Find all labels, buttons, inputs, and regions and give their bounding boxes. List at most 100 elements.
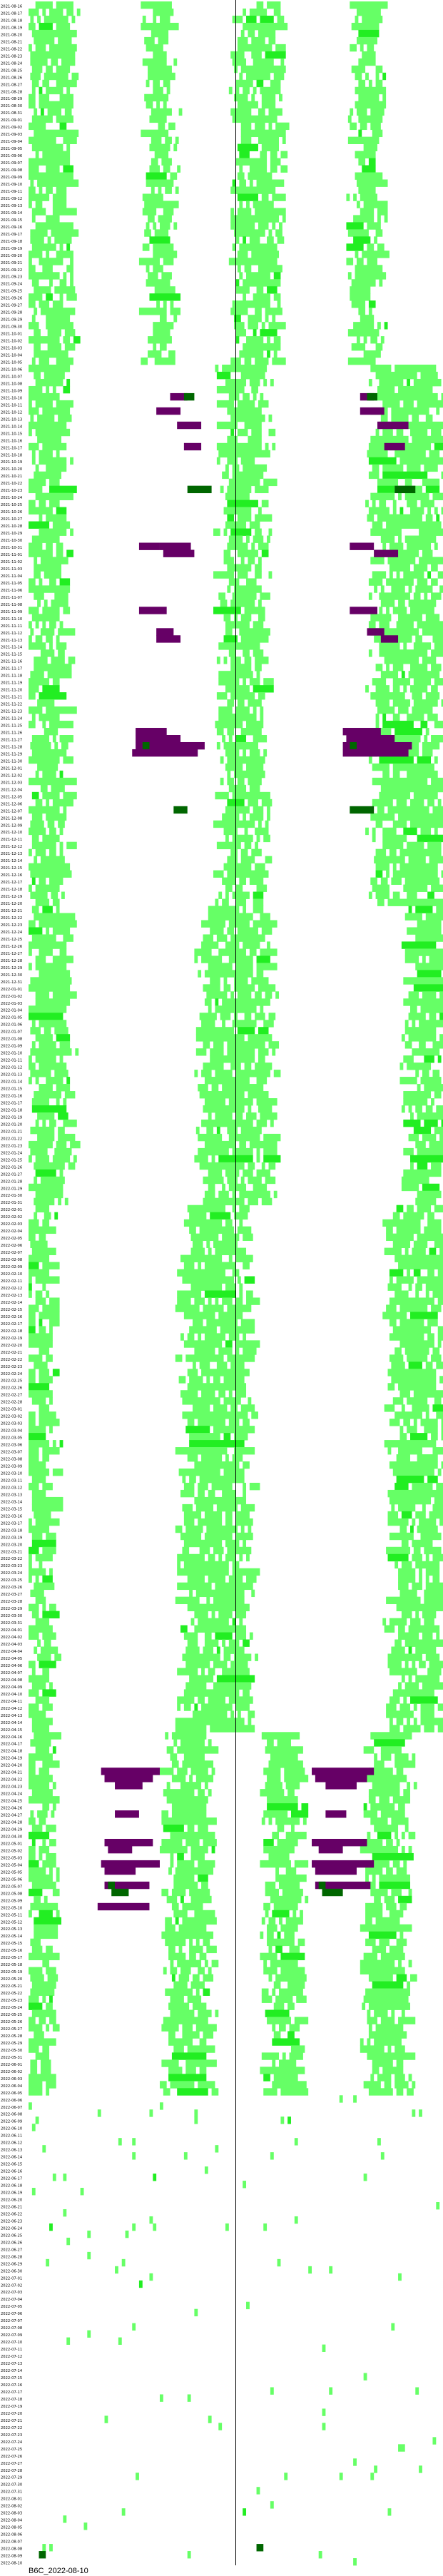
activity-cell bbox=[46, 798, 50, 807]
activity-cell bbox=[183, 1482, 195, 1491]
date-label: 2021-08-27 bbox=[1, 83, 22, 87]
activity-cell bbox=[248, 1710, 255, 1718]
activity-cell bbox=[56, 250, 73, 258]
activity-cell bbox=[189, 1938, 193, 1947]
activity-cell bbox=[228, 784, 247, 793]
activity-cell bbox=[265, 1881, 276, 1890]
activity-cell bbox=[367, 450, 388, 458]
activity-cell bbox=[44, 599, 48, 607]
activity-cell bbox=[189, 1440, 245, 1448]
activity-cell bbox=[355, 86, 387, 95]
event-mark bbox=[111, 1888, 129, 1897]
activity-cell bbox=[51, 1810, 55, 1818]
activity-cell bbox=[227, 500, 258, 508]
activity-cell bbox=[417, 1190, 442, 1199]
date-label: 2022-05-14 bbox=[1, 1934, 23, 1939]
activity-cell bbox=[198, 1482, 208, 1491]
activity-cell bbox=[375, 820, 383, 828]
activity-cell bbox=[29, 300, 36, 308]
date-label: 2022-01-12 bbox=[1, 1066, 22, 1070]
date-label: 2021-09-12 bbox=[1, 197, 22, 201]
activity-cell bbox=[234, 977, 248, 985]
activity-cell bbox=[168, 122, 175, 131]
activity-cell bbox=[260, 1931, 264, 1939]
activity-cell bbox=[39, 1347, 50, 1355]
event-mark bbox=[104, 1881, 150, 1890]
activity-cell bbox=[63, 756, 73, 764]
date-label: 2022-07-24 bbox=[1, 2440, 23, 2445]
activity-cell bbox=[215, 1632, 233, 1640]
activity-cell bbox=[248, 172, 273, 180]
activity-cell bbox=[70, 457, 73, 465]
activity-cell bbox=[208, 1553, 215, 1562]
activity-cell bbox=[163, 300, 167, 308]
date-label: 2021-12-26 bbox=[1, 945, 22, 949]
activity-cell bbox=[30, 51, 76, 59]
activity-cell bbox=[294, 2216, 298, 2224]
activity-cell bbox=[187, 1369, 198, 1376]
event-mark bbox=[187, 485, 212, 494]
activity-cell bbox=[289, 2052, 303, 2060]
activity-cell bbox=[261, 1988, 269, 1996]
activity-cell bbox=[232, 891, 250, 899]
activity-cell bbox=[270, 1895, 302, 1904]
date-label: 2022-04-13 bbox=[1, 1714, 22, 1718]
activity-cell bbox=[249, 236, 260, 244]
activity-cell bbox=[29, 542, 43, 550]
activity-cell bbox=[367, 258, 378, 265]
activity-cell bbox=[392, 1796, 411, 1804]
activity-cell bbox=[403, 827, 417, 836]
activity-cell bbox=[346, 258, 354, 265]
activity-cell bbox=[431, 592, 442, 600]
activity-cell bbox=[66, 243, 71, 251]
activity-cell bbox=[185, 2067, 196, 2074]
activity-cell bbox=[70, 1140, 81, 1149]
activity-cell bbox=[368, 1768, 393, 1775]
activity-cell bbox=[253, 1183, 268, 1192]
activity-cell bbox=[29, 2038, 56, 2046]
activity-cell bbox=[396, 1603, 443, 1612]
activity-cell bbox=[389, 564, 410, 572]
activity-cell bbox=[49, 642, 53, 650]
activity-cell bbox=[42, 834, 60, 843]
activity-cell bbox=[29, 1155, 32, 1163]
activity-cell bbox=[46, 464, 67, 472]
date-label: 2021-09-20 bbox=[1, 254, 22, 258]
date-label: 2021-12-24 bbox=[1, 930, 23, 935]
activity-cell bbox=[35, 884, 60, 892]
activity-cell bbox=[302, 1817, 307, 1825]
activity-cell bbox=[436, 2201, 440, 2210]
activity-cell bbox=[171, 1760, 179, 1768]
activity-cell bbox=[235, 963, 253, 970]
date-label: 2022-05-20 bbox=[1, 1977, 22, 1982]
date-label: 2021-12-08 bbox=[1, 816, 22, 821]
activity-cell bbox=[425, 1361, 433, 1369]
activity-cell bbox=[204, 1290, 236, 1298]
activity-cell bbox=[243, 293, 247, 301]
activity-cell bbox=[377, 485, 395, 494]
activity-cell bbox=[360, 44, 364, 52]
activity-cell bbox=[29, 1326, 36, 1334]
activity-cell bbox=[228, 478, 260, 487]
date-label: 2022-06-14 bbox=[1, 2156, 23, 2160]
activity-cell bbox=[279, 222, 282, 230]
activity-cell bbox=[392, 699, 411, 707]
date-label: 2021-11-25 bbox=[1, 724, 22, 729]
activity-cell bbox=[42, 265, 53, 273]
activity-cell bbox=[34, 471, 61, 480]
date-label: 2022-01-04 bbox=[1, 1009, 23, 1013]
activity-cell bbox=[431, 664, 442, 671]
activity-cell bbox=[187, 1995, 202, 2003]
activity-cell bbox=[232, 1147, 253, 1156]
activity-cell bbox=[263, 749, 268, 757]
date-label: 2022-05-18 bbox=[1, 1963, 22, 1967]
event-mark bbox=[350, 607, 378, 614]
activity-cell bbox=[434, 1091, 442, 1099]
activity-cell bbox=[142, 15, 146, 24]
activity-cell bbox=[192, 1240, 203, 1248]
activity-cell bbox=[29, 1283, 32, 1291]
activity-cell bbox=[198, 1147, 229, 1156]
activity-cell bbox=[415, 1290, 419, 1298]
activity-cell bbox=[253, 706, 257, 714]
activity-cell bbox=[387, 1447, 392, 1455]
